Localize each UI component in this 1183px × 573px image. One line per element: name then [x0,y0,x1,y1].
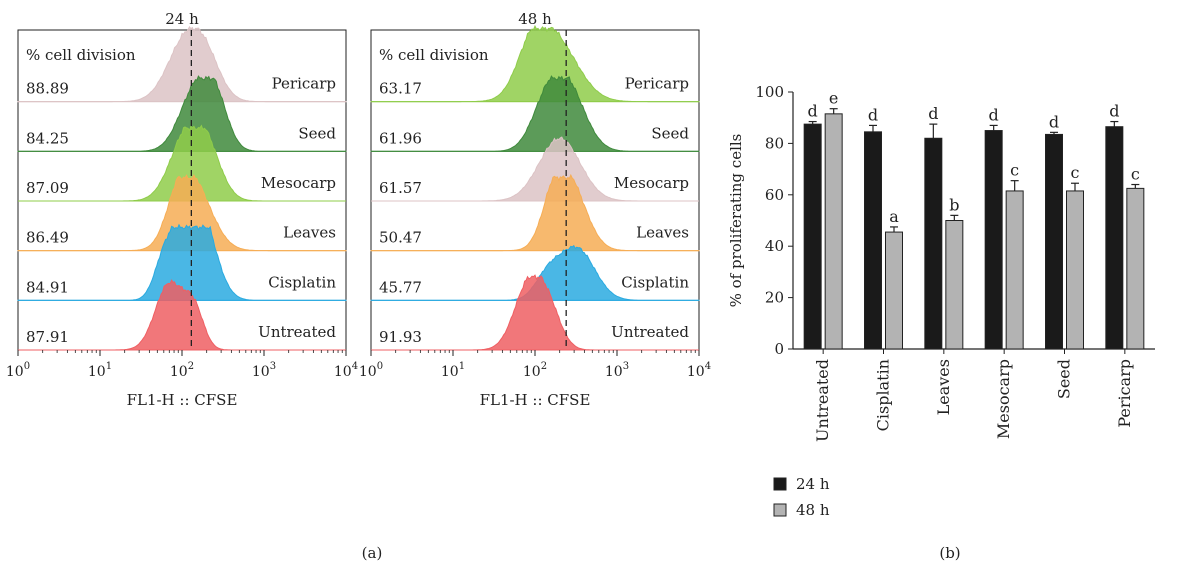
series-label-seed: Seed [651,124,689,142]
series-label-pericarp: Pericarp [272,75,336,93]
bar-48-h-seed [1066,190,1084,350]
histogram-seed [370,75,700,152]
value-label-leaves: 86.49 [26,229,69,247]
bar-48-h-leaves [945,220,964,350]
value-label-seed: 61.96 [379,129,422,147]
x-axis-label: FL1-H :: CFSE [127,391,238,409]
panel-title: 48 h [518,10,552,28]
category-label-leaves: Leaves [934,359,953,415]
significance-letter: a [889,207,899,226]
histogram-mesocarp [18,124,346,202]
x-tick-label: 101 [88,361,112,380]
value-label-pericarp: 88.89 [26,80,69,98]
histogram-24h-panel: 24 h % cell division 88.89 Pericarp 84.25 See… [6,10,358,409]
value-label-leaves: 50.47 [379,229,422,247]
bar-48-h-untreated [824,113,843,350]
category-label-untreated: Untreated [813,359,832,442]
bar-48-h-mesocarp [1005,190,1024,350]
category-label-seed: Seed [1055,359,1074,399]
bar-24-h-mesocarp [984,130,1003,350]
x-tick-label: 102 [170,361,194,380]
y-tick-label: 80 [765,134,784,152]
series-label-untreated: Untreated [611,323,689,341]
bar-24-h-cisplatin [864,131,882,350]
bar-24-h-seed [1045,133,1063,350]
cell-division-label: % cell division [379,46,489,64]
histogram-seed [17,75,347,152]
series-label-mesocarp: Mesocarp [261,174,336,192]
x-tick-label: 103 [252,361,276,380]
value-label-untreated: 87.91 [26,328,69,346]
x-tick-label: 104 [334,361,358,380]
bar-24-h-untreated [803,123,822,350]
legend-swatch-48-h [773,503,787,517]
value-label-pericarp: 63.17 [379,80,422,98]
bar-24-h-leaves [924,137,943,350]
x-tick-label: 100 [359,361,383,380]
significance-letter: d [989,105,999,124]
histogram-pericarp [370,24,700,103]
significance-letter: c [1071,163,1080,182]
x-tick-label: 103 [605,361,629,380]
significance-letter: d [808,102,818,121]
histogram-untreated [18,279,346,351]
series-label-cisplatin: Cisplatin [621,273,689,291]
category-label-pericarp: Pericarp [1115,359,1134,428]
significance-letter: d [1049,112,1059,131]
y-axis-label: % of proliferating cells [727,134,745,308]
x-tick-label: 104 [687,361,711,380]
value-label-cisplatin: 45.77 [379,278,422,296]
significance-letter: d [1109,102,1119,121]
series-label-pericarp: Pericarp [625,75,689,93]
significance-letter: b [949,195,959,214]
caption-a: (a) [362,544,383,562]
y-tick-label: 40 [765,237,784,255]
significance-letter: c [1010,161,1019,180]
y-tick-label: 60 [765,186,784,204]
category-label-cisplatin: Cisplatin [874,359,893,431]
value-label-mesocarp: 61.57 [379,179,422,197]
significance-letter: d [928,104,938,123]
x-tick-label: 100 [6,361,30,380]
bar-48-h-pericarp [1126,187,1145,350]
series-label-untreated: Untreated [258,323,336,341]
y-tick-label: 0 [774,340,784,358]
value-label-seed: 84.25 [26,129,69,147]
histogram-leaves [17,174,347,252]
significance-letter: c [1131,165,1140,184]
series-label-mesocarp: Mesocarp [614,174,689,192]
significance-letter: e [829,89,838,108]
series-label-cisplatin: Cisplatin [268,273,336,291]
cell-division-label: % cell division [26,46,136,64]
panel-title: 24 h [165,10,199,28]
x-tick-label: 102 [523,361,547,380]
histogram-leaves [370,173,700,252]
value-label-mesocarp: 87.09 [26,179,69,197]
category-label-mesocarp: Mesocarp [994,359,1013,439]
histogram-cisplatin [17,223,347,301]
bar-48-h-cisplatin [885,231,903,350]
histogram-pericarp [17,26,347,103]
x-axis-label: FL1-H :: CFSE [480,391,591,409]
legend-label-24-h: 24 h [796,475,830,493]
y-tick-label: 20 [765,289,784,307]
series-label-leaves: Leaves [636,224,689,242]
x-tick-label: 101 [441,361,465,380]
bar-24-h-pericarp [1105,126,1124,350]
histogram-48h-panel: 48 h % cell division 63.17 Pericarp 61.96 See… [359,10,711,409]
histogram-untreated [371,274,699,351]
value-label-cisplatin: 84.91 [26,278,69,296]
significance-letter: d [868,105,878,124]
legend-label-48-h: 48 h [796,501,830,519]
legend-swatch-24-h [773,477,787,491]
series-label-seed: Seed [298,124,336,142]
series-label-leaves: Leaves [283,224,336,242]
caption-b: (b) [939,544,960,562]
value-label-untreated: 91.93 [379,328,422,346]
y-tick-label: 100 [755,83,784,101]
histogram-mesocarp [371,136,699,202]
